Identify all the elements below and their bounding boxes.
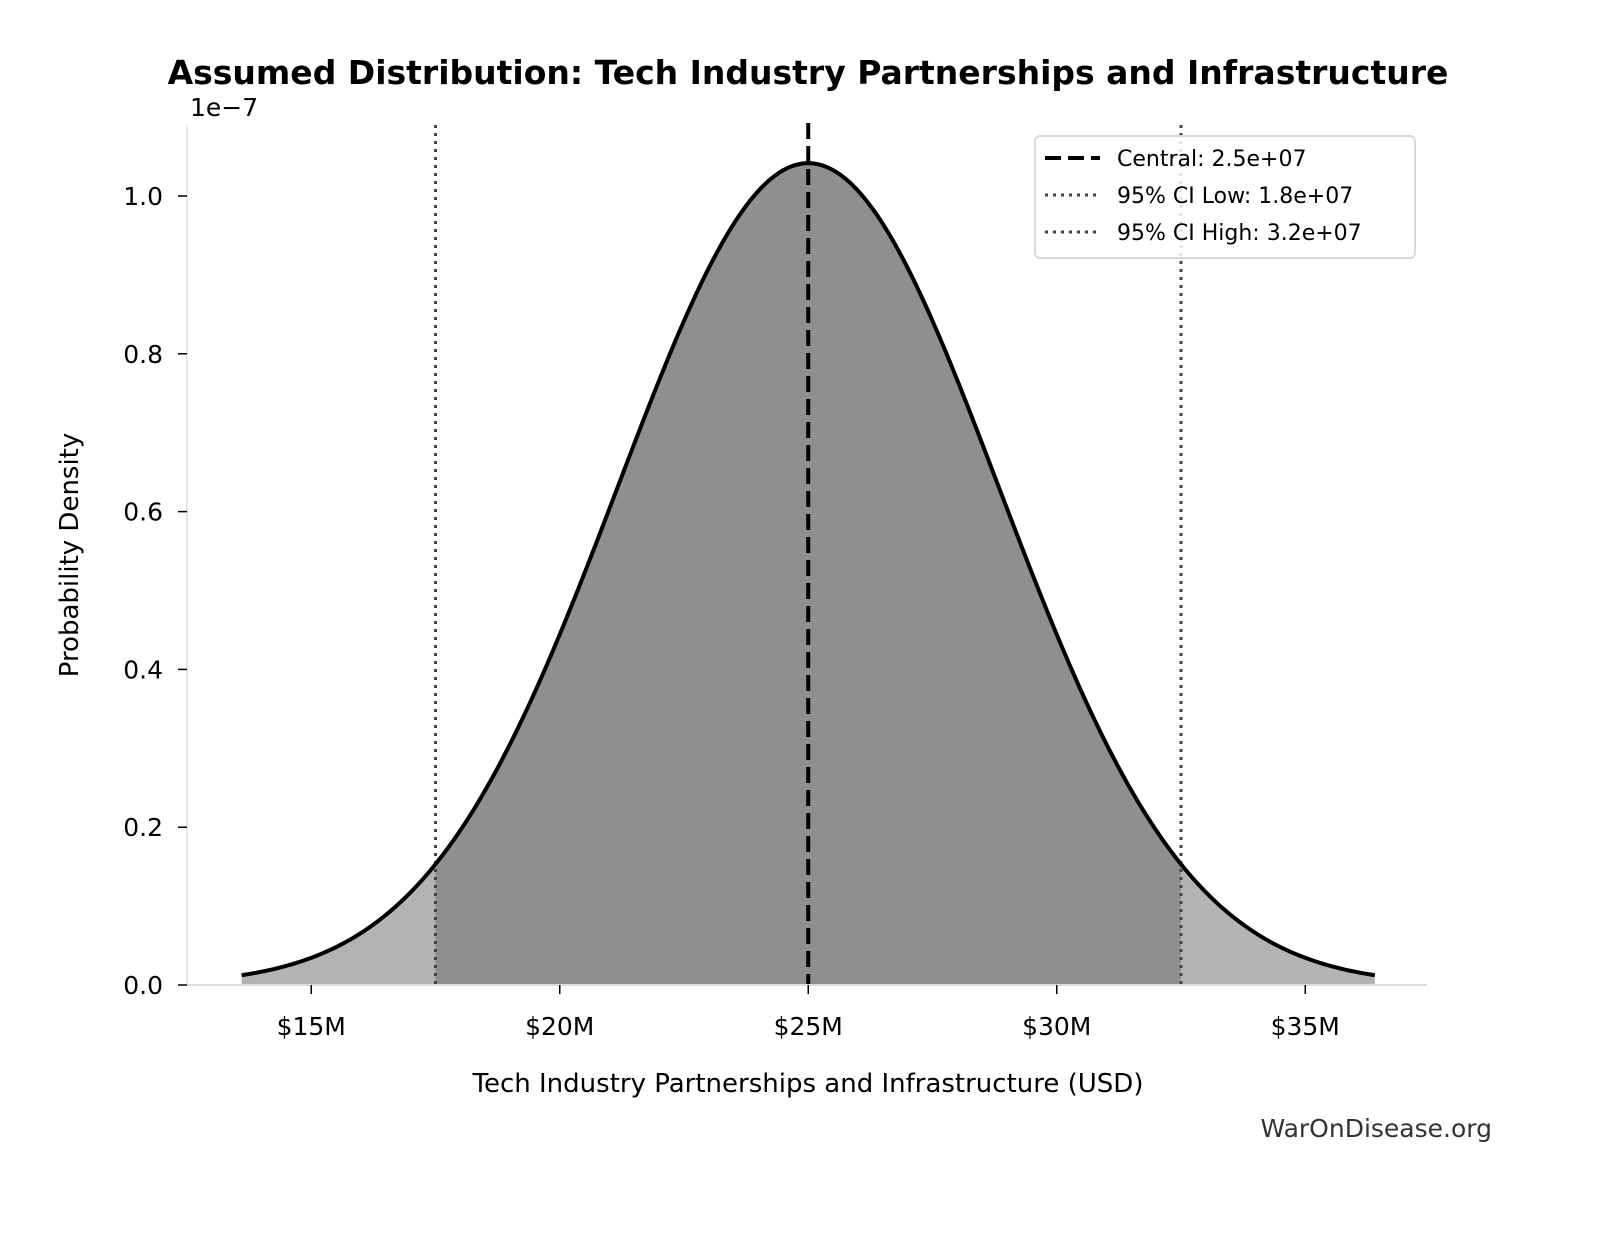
watermark: WarOnDisease.org — [1260, 1114, 1492, 1143]
legend-label: 95% CI Low: 1.8e+07 — [1117, 184, 1353, 209]
chart-title: Assumed Distribution: Tech Industry Part… — [168, 53, 1449, 92]
x-tick-label: $25M — [774, 1012, 843, 1041]
y-ticks: 0.0 0.2 0.4 0.6 0.8 1.0 — [123, 182, 187, 1000]
x-ticks: $15M $20M $25M $30M $35M — [277, 985, 1340, 1041]
y-tick-label: 0.6 — [123, 498, 163, 527]
x-axis-label: Tech Industry Partnerships and Infrastru… — [472, 1069, 1144, 1099]
x-tick-label: $30M — [1022, 1012, 1091, 1041]
y-tick-label: 0.2 — [123, 813, 163, 842]
legend-box — [1034, 135, 1416, 259]
y-tick-label: 0.4 — [123, 655, 163, 684]
y-offset-label: 1e−7 — [190, 93, 258, 122]
x-tick-label: $35M — [1271, 1012, 1340, 1041]
legend: Central: 2.5e+07 95% CI Low: 1.8e+07 95% C… — [1034, 135, 1416, 259]
right-tail-fill — [1180, 864, 1375, 985]
y-tick-label: 0.8 — [123, 340, 163, 369]
left-tail-fill — [241, 864, 436, 985]
x-tick-label: $20M — [525, 1012, 594, 1041]
legend-label: Central: 2.5e+07 — [1117, 147, 1306, 172]
y-tick-label: 1.0 — [123, 182, 163, 211]
density-curve — [241, 161, 1376, 978]
legend-label: 95% CI High: 3.2e+07 — [1117, 221, 1362, 246]
y-axis-label: Probability Density — [55, 433, 85, 678]
reference-lines — [433, 123, 1183, 985]
y-tick-label: 0.0 — [123, 971, 163, 1000]
x-tick-label: $15M — [277, 1012, 346, 1041]
